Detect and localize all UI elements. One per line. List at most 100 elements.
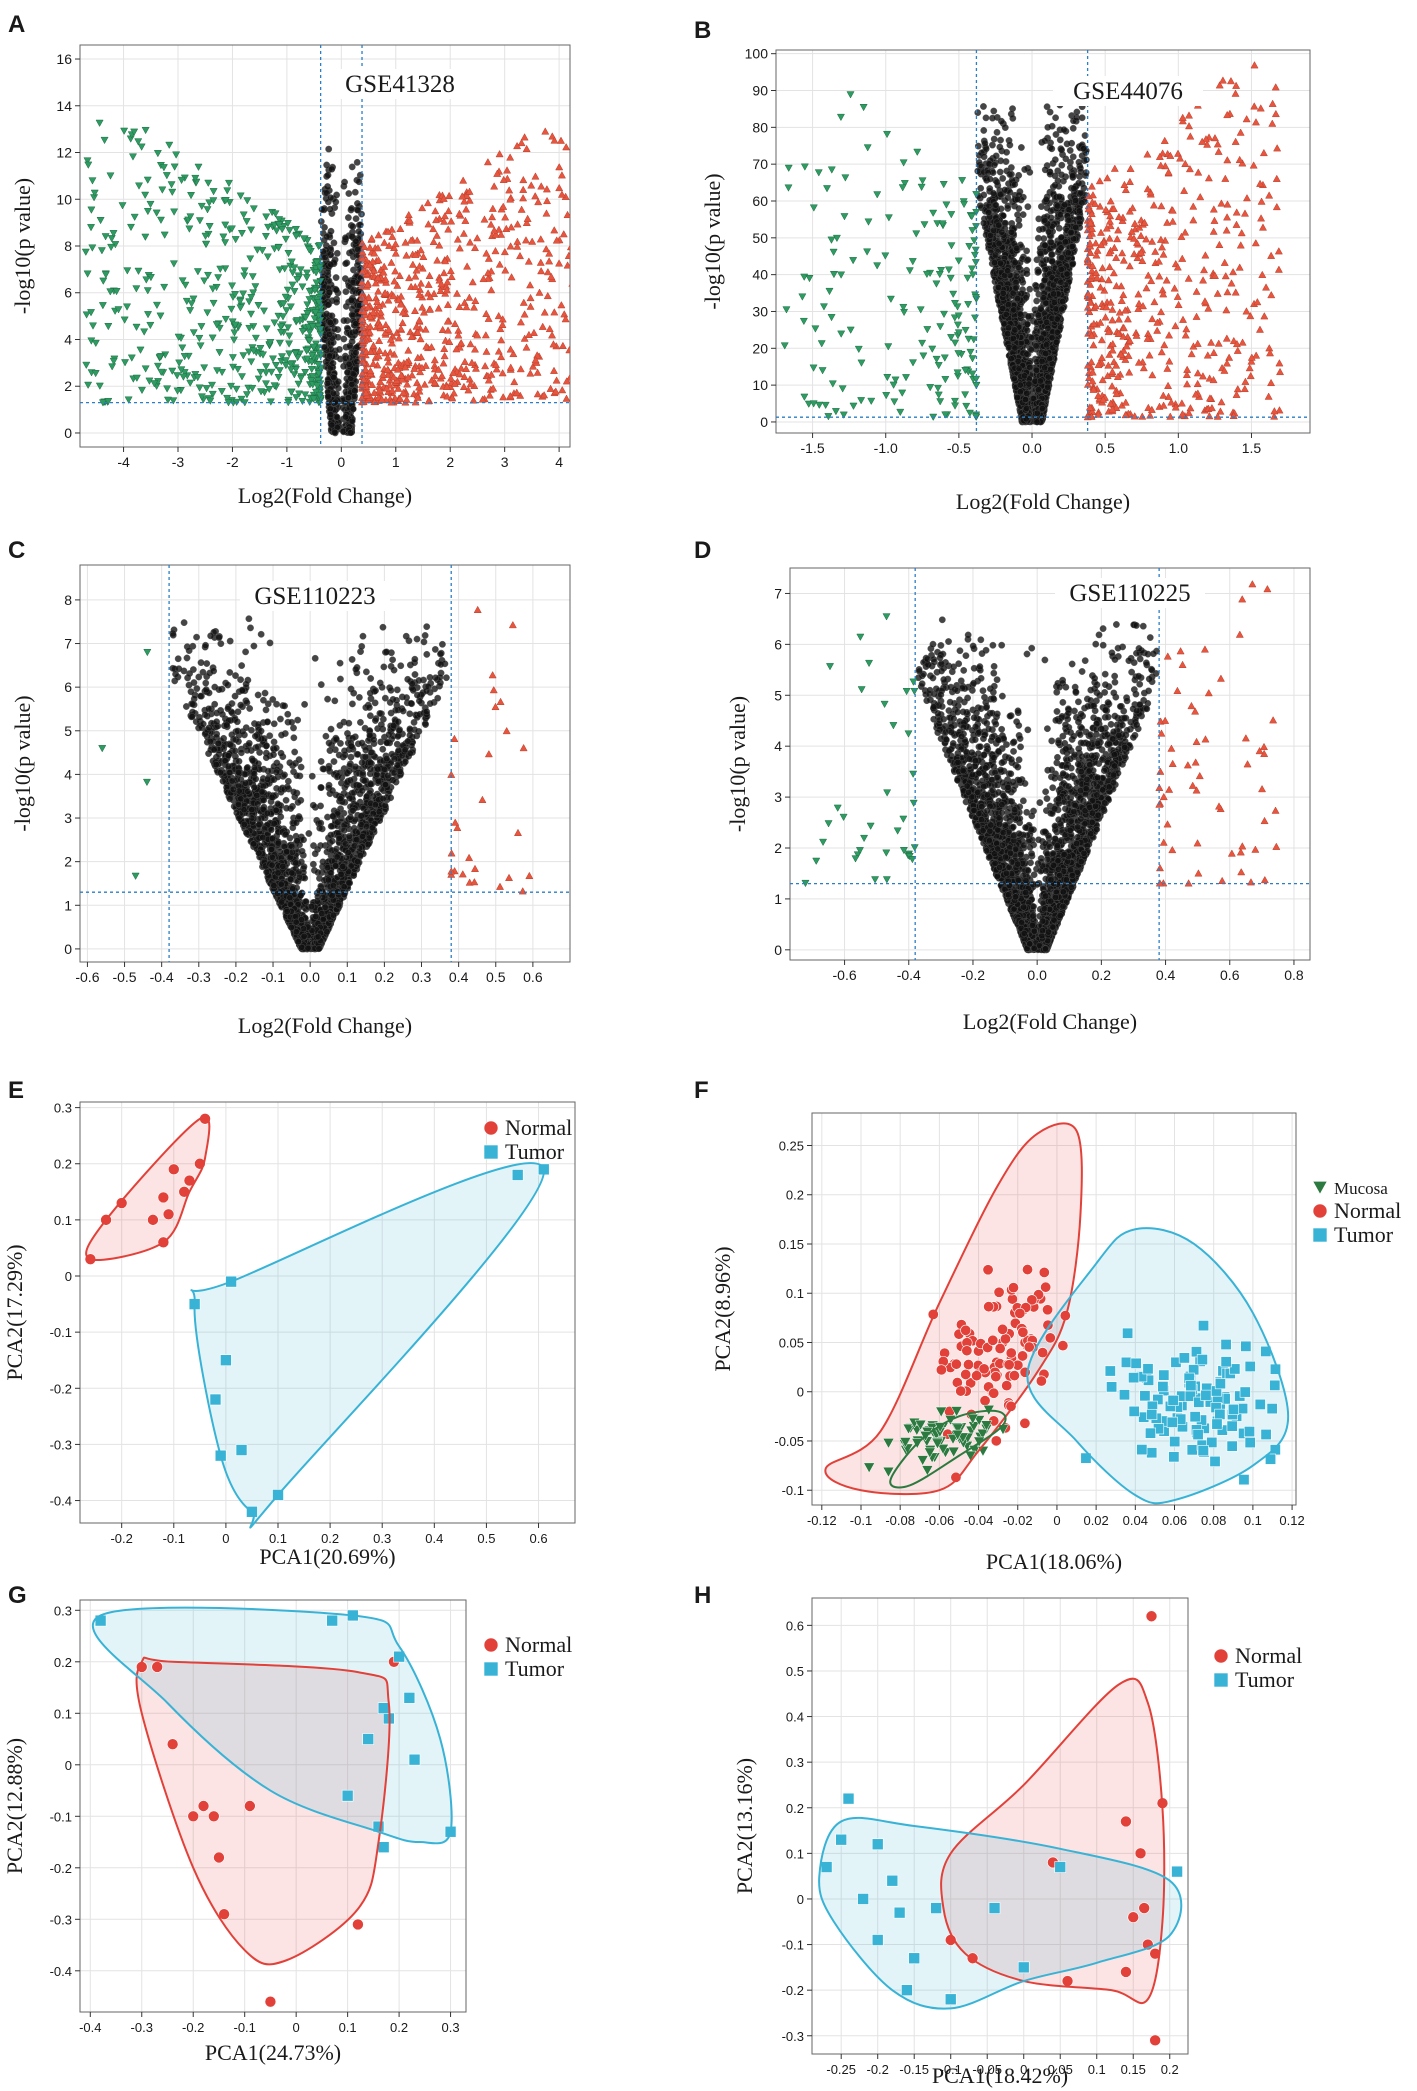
panel-a-point-down (258, 351, 268, 359)
panel-a-point-up (375, 336, 384, 344)
panel-a-point-down (87, 206, 96, 214)
panel-a-point-up (577, 373, 584, 379)
panel-a-point-up (364, 293, 373, 301)
panel-b-point-ns (1023, 350, 1031, 358)
panel-b-point-ns (1009, 335, 1017, 342)
panel-b-point-ns (1035, 311, 1042, 319)
panel-a-point-up (366, 347, 375, 355)
panel-a-point-down (96, 217, 105, 225)
panel-a-point-up (454, 331, 463, 339)
panel-b-point-up (1183, 365, 1192, 373)
panel-b-point-down (841, 174, 850, 182)
panel-a-point-down (281, 235, 290, 244)
panel-a-point-ns (332, 198, 340, 206)
panel-a-point-up (397, 371, 406, 379)
panel-a-ytick-label: 4 (64, 331, 72, 347)
panel-a-point-down (128, 153, 138, 161)
panel-a-point-up (440, 351, 449, 360)
panel-b-point-up (1112, 253, 1121, 261)
panel-a-point-ns (326, 352, 334, 360)
panel-a-ytick-label: 16 (56, 51, 72, 67)
panel-a-point-up (499, 175, 508, 183)
panel-a-point-down (285, 227, 294, 235)
panel-b-point-ns (1001, 124, 1009, 131)
panel-a-point-down (98, 302, 107, 310)
panel-a-point-down (104, 397, 113, 406)
panel-a-point-up (536, 235, 545, 243)
panel-b-point-up (1128, 203, 1137, 212)
panel-b-point-ns (1057, 265, 1065, 273)
panel-b-ytick-label: 40 (752, 267, 768, 283)
panel-a-point-up (443, 278, 452, 286)
panel-a-point-up (555, 259, 564, 267)
panel-a-point-up (571, 225, 578, 231)
panel-a-point-down (278, 226, 287, 234)
panel-a-point-up (425, 271, 434, 279)
panel-a-point-down (208, 285, 217, 293)
panel-a-point-ns (329, 359, 337, 367)
panel-a-point-down (279, 300, 288, 308)
panel-b-point-ns (1063, 287, 1071, 295)
panel-a-point-down (120, 127, 129, 135)
panel-a-point-down (283, 220, 292, 228)
panel-a-point-up (584, 145, 591, 151)
panel-b-xtick-label: 0.0 (1022, 440, 1042, 456)
panel-a-point-down (286, 360, 295, 368)
panel-b-point-ns (1044, 373, 1052, 381)
panel-b-point-up (1110, 164, 1119, 172)
panel-a-point-up (376, 321, 385, 329)
panel-a-point-up (593, 393, 600, 399)
panel-b: -1.5 -1.0 -0.5 0.0 0.5 1.0 1.50102030405060708… (694, 17, 1311, 514)
panel-b-point-ns (1061, 201, 1069, 209)
panel-a-point-down (285, 332, 294, 340)
panel-b-point-up (1186, 404, 1195, 412)
panel-b-point-down (916, 306, 925, 314)
panel-a-point-down (202, 385, 211, 393)
panel-a-point-down (156, 216, 165, 225)
panel-a-point-down (208, 381, 217, 390)
panel-b-point-up (1192, 312, 1201, 320)
panel-a-xtick-label: 3 (501, 454, 509, 470)
panel-a-point-up (387, 339, 397, 347)
panel-a-point-up (445, 191, 454, 200)
panel-b-point-down (970, 314, 980, 322)
panel-b-point-up (1232, 220, 1241, 228)
panel-b-point-ns (1042, 256, 1050, 264)
panel-a-point-down (262, 325, 271, 333)
panel-a-point-up (498, 320, 507, 328)
panel-b-point-ns (1024, 320, 1031, 328)
panel-a-point-down (132, 285, 141, 293)
panel-b-point-up (1148, 314, 1157, 323)
panel-b-point-up (1165, 357, 1174, 365)
panel-a-point-up (410, 306, 420, 314)
panel-b-point-up (1221, 271, 1230, 280)
panel-a-point-up (450, 319, 460, 328)
panel-b-point-ns (996, 143, 1004, 151)
panel-a-point-up (533, 389, 542, 398)
panel-a-point-up (360, 242, 369, 250)
panel-a-point-down (244, 348, 253, 356)
panel-a-point-down (263, 253, 272, 261)
panel-a-point-ns (327, 411, 335, 419)
panel-b-point-down (942, 201, 951, 209)
panel-a-point-down (180, 369, 189, 377)
panel-a-point-down (81, 248, 90, 256)
panel-b-point-ns (986, 185, 994, 192)
panel-a-point-ns (325, 331, 333, 338)
panel-a-point-up (398, 375, 407, 383)
panel-a-ylabel: -log10(p value) (10, 178, 35, 314)
panel-b-point-up (1217, 398, 1226, 406)
panel-b-point-ns (993, 178, 1001, 186)
panel-a-point-up (359, 375, 368, 383)
panel-a-point-up (453, 235, 462, 243)
panel-a-point-up (480, 215, 489, 223)
panel-a-point-down (170, 163, 179, 171)
panel-a-point-ns (321, 224, 328, 231)
panel-a-point-up (391, 249, 400, 257)
panel-a-point-down (197, 323, 206, 331)
panel-a-point-up (396, 300, 405, 308)
panel-b-point-up (1242, 114, 1251, 123)
panel-a-point-down (187, 300, 196, 308)
panel-a-point-ns (351, 387, 358, 395)
